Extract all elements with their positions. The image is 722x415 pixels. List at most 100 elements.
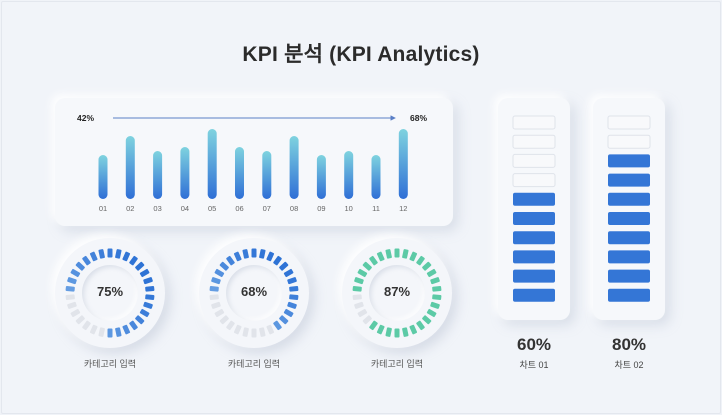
donut-segment-filled [219, 261, 229, 271]
x-tick-label: 03 [153, 204, 161, 213]
gauge-segments [607, 115, 651, 302]
x-tick-label: 04 [181, 204, 189, 213]
donut-segment-empty [251, 328, 257, 338]
gauge-segment-empty [607, 134, 651, 149]
x-tick-label: 05 [208, 204, 216, 213]
donut-chart-2: 68% [199, 238, 309, 348]
donut-segment-empty [362, 315, 372, 325]
donut-value: 68% [240, 284, 268, 299]
donut-segment-filled [259, 249, 266, 259]
donut-label: 카테고리 입력 [227, 359, 281, 369]
donut-segment-filled [273, 320, 282, 331]
donut-segment-filled [357, 268, 368, 278]
annotation-start-label: 42% [77, 113, 94, 123]
donut-chart-1: 75% [55, 238, 165, 348]
gauge-segment-filled [513, 192, 555, 206]
bar-10 [344, 151, 354, 199]
x-tick-label: 06 [235, 204, 243, 213]
annotation-end-label: 68% [410, 113, 427, 123]
donut-segment-filled [143, 277, 153, 285]
gauge-segment-filled [608, 212, 650, 225]
gauge-segment-filled [608, 288, 650, 302]
donut-segment-filled [98, 249, 105, 259]
gauge-segment-filled [513, 288, 555, 302]
donut-segment-filled [226, 255, 235, 266]
bar-chart: 42% 68% 01 02 03 04 05 06 07 08 09 10 11 12 [77, 113, 427, 213]
gauge-segment-empty [512, 134, 556, 149]
donut-segments [209, 248, 299, 338]
bar-09 [316, 155, 326, 199]
donut-segment-filled [416, 255, 425, 266]
donut-segment-filled [369, 320, 378, 331]
vertical-gauge-2 [593, 98, 665, 320]
donut-segment-filled [287, 277, 297, 285]
donut-segment-filled [135, 315, 145, 325]
gauge-segment-empty [607, 115, 651, 130]
gauge-segment-empty [512, 115, 556, 130]
donut-segment-filled [67, 277, 77, 285]
donut-label: 카테고리 입력 [83, 359, 137, 369]
gauge-segment-filled [608, 173, 650, 187]
x-tick-label: 08 [290, 204, 298, 213]
x-tick-label: 01 [99, 204, 107, 213]
donut-segment-filled [430, 277, 440, 285]
donut-value: 75% [96, 284, 124, 299]
donut-segment-filled [283, 308, 294, 318]
donut-segment-filled [115, 327, 122, 337]
donut-segment-filled [251, 248, 257, 258]
donut-segment-filled [233, 251, 242, 262]
donut-segment-empty [209, 294, 219, 301]
gauge-segment-empty [512, 173, 556, 188]
bar-05 [207, 129, 217, 199]
bar-03 [153, 151, 163, 199]
bar-chart-panel: 42% 68% 01 02 03 04 05 06 07 08 09 10 11 12 [55, 98, 453, 226]
donut-segment-empty [67, 301, 77, 309]
x-tick-label: 12 [399, 204, 407, 213]
donut-segment-filled [209, 285, 219, 292]
donut-segment-filled [129, 320, 138, 331]
gauge-segment-filled [608, 231, 650, 245]
bar-12 [398, 129, 408, 199]
donut-segment-filled [273, 255, 282, 266]
donut-segment-filled [89, 251, 98, 262]
donut-center [82, 265, 138, 321]
donut-segment-filled [75, 261, 85, 271]
donut-segment-filled [107, 328, 113, 338]
donut-segment-empty [259, 327, 266, 337]
donut-segment-filled [422, 315, 432, 325]
donut-segment-filled [70, 268, 81, 278]
donut-segment-empty [98, 327, 105, 337]
gauge-segments [512, 115, 556, 302]
donut-center [369, 265, 425, 321]
donut-segment-filled [376, 251, 385, 262]
x-tick-label: 11 [372, 204, 380, 213]
donut-segment-filled [402, 327, 409, 337]
donut-segment-filled [65, 285, 75, 292]
donut-segment-filled [145, 294, 155, 301]
gauge-segment-filled [608, 192, 650, 206]
donut-segment-filled [129, 255, 138, 266]
bar-07 [262, 151, 272, 199]
donut-segment-empty [352, 294, 362, 301]
donut-segment-empty [70, 308, 81, 318]
donut-segment-filled [354, 277, 364, 285]
donut-segment-filled [385, 249, 392, 259]
gauge-segment-filled [608, 250, 650, 264]
donut-segment-filled [352, 285, 362, 292]
gauge-value: 60% [516, 335, 552, 354]
donut-segment-empty [82, 320, 91, 331]
donut-segment-empty [211, 301, 221, 309]
donut-segment-filled [242, 249, 249, 259]
donut-segment-filled [145, 285, 155, 292]
gauge-value: 80% [611, 335, 647, 354]
bar-08 [289, 136, 299, 199]
donut-segment-empty [233, 324, 242, 335]
donut-segment-filled [122, 251, 131, 262]
donut-segment-filled [362, 261, 372, 271]
donut-segment-filled [409, 251, 418, 262]
bar-04 [180, 147, 190, 199]
x-tick-label: 09 [317, 204, 325, 213]
gauge-label: 차트 01 [519, 360, 549, 370]
donut-segment-filled [432, 285, 442, 292]
donut-segment-filled [409, 324, 418, 335]
